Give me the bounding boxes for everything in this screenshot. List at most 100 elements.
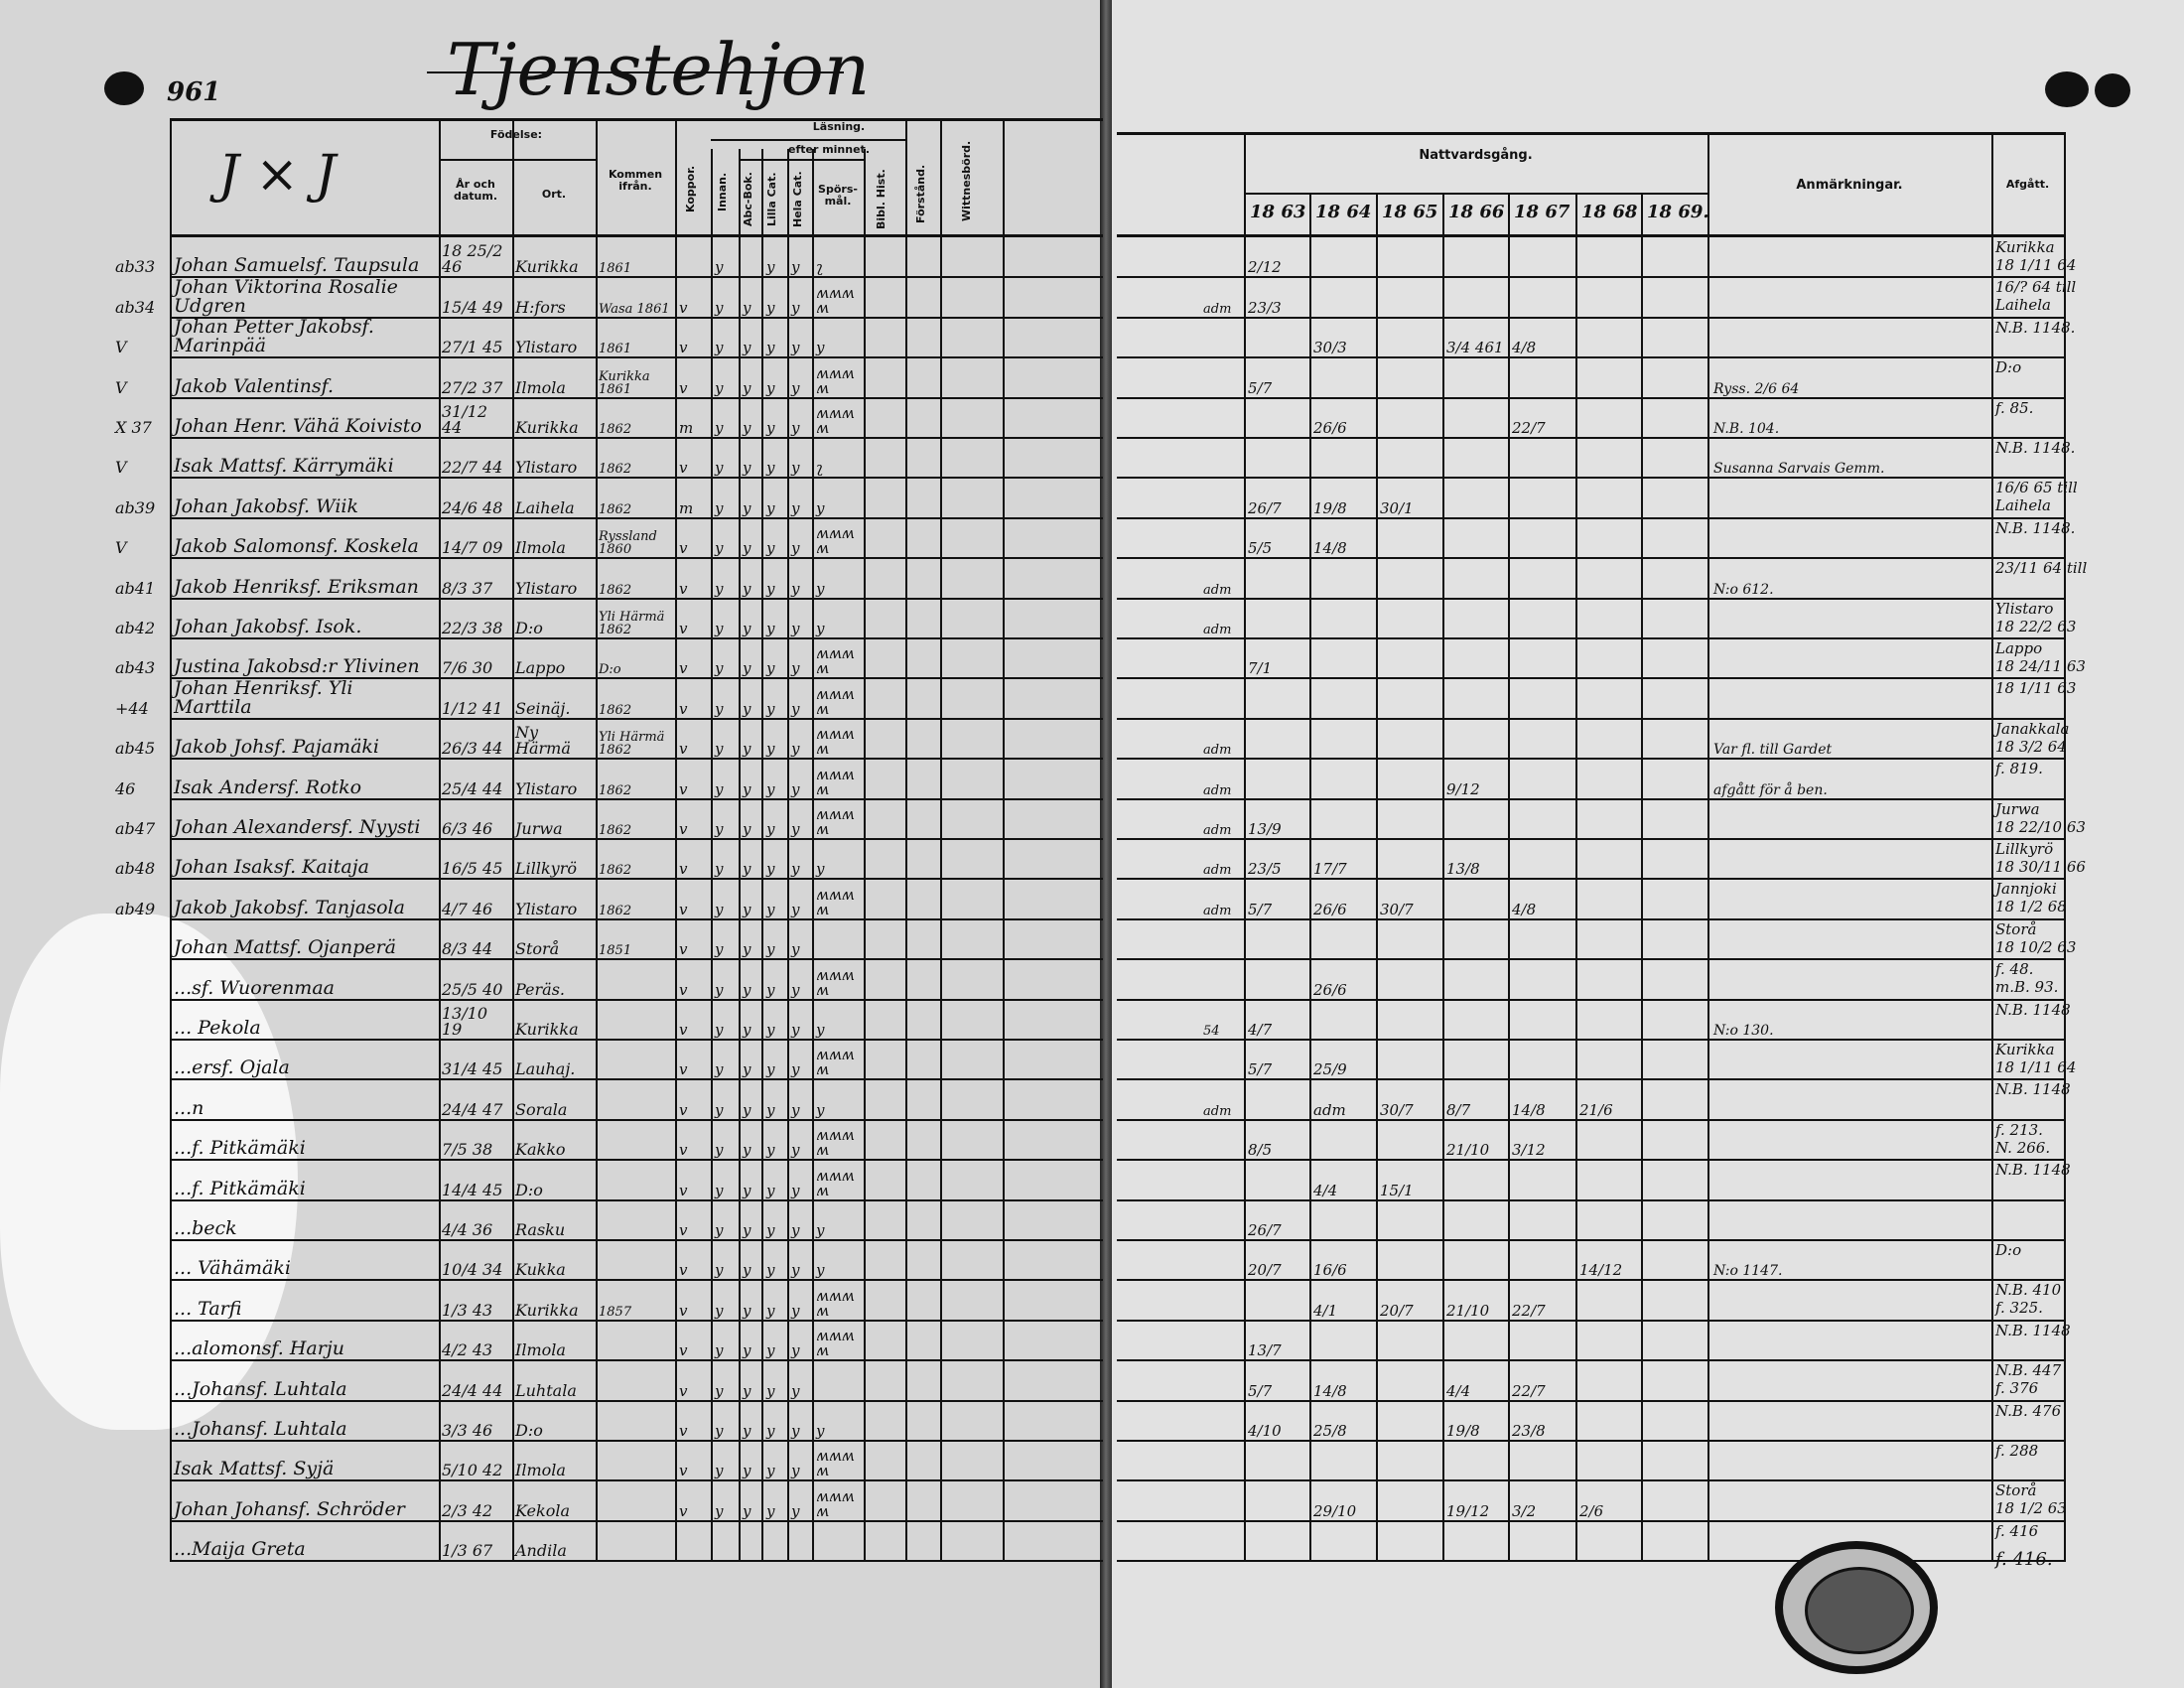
departed-line-2: 18 1/2 68 xyxy=(1995,898,2067,916)
communion-date xyxy=(1645,1002,1705,1038)
communion-date xyxy=(1446,801,1505,837)
reading-mark: y xyxy=(766,779,775,798)
row-rule xyxy=(1117,637,2065,639)
reading-mark: y xyxy=(766,819,775,838)
reading-mark: y xyxy=(743,1060,751,1079)
communion-date xyxy=(1313,239,1373,275)
communion-date xyxy=(1512,1242,1572,1278)
communion-date xyxy=(1380,560,1439,596)
reading-mark xyxy=(743,1523,764,1559)
row-rule xyxy=(170,1118,1103,1121)
reading-mark: y xyxy=(743,539,751,558)
row-rule xyxy=(170,396,1103,399)
communion-date: adm xyxy=(1313,1100,1346,1119)
departed-line-2: 18 1/11 64 xyxy=(1995,1058,2077,1076)
reading-mark: y xyxy=(766,418,775,437)
communion-date xyxy=(1380,440,1439,476)
birth-date: 22/7 44 xyxy=(442,458,503,478)
communion-date: 20/7 xyxy=(1248,1261,1282,1280)
reading-mark: v xyxy=(679,1220,688,1239)
communion-date xyxy=(1446,1002,1505,1038)
departed-line-1: f. 819. xyxy=(1995,760,2043,778)
communion-date xyxy=(1645,1162,1705,1197)
communion-date: 5/7 xyxy=(1248,378,1273,397)
reading-mark: y xyxy=(791,498,800,517)
communion-date xyxy=(1313,640,1373,676)
reading-mark: y xyxy=(715,258,724,277)
departed-line-2: f. 376 xyxy=(1995,1379,2039,1398)
communion-date xyxy=(1645,1323,1705,1358)
column-rule xyxy=(1991,132,1993,1563)
communion-date xyxy=(1645,640,1705,676)
came-from: Wasa 1861 xyxy=(599,301,670,317)
reading-mark: y xyxy=(816,1220,825,1239)
row-rule xyxy=(1117,677,2065,680)
reading-mark: y xyxy=(766,1462,775,1480)
communion-date xyxy=(1446,1443,1505,1478)
birth-date: 14/7 09 xyxy=(442,538,503,558)
margin-note xyxy=(1203,520,1241,556)
reading-mark: y xyxy=(743,339,751,357)
reading-mark: y xyxy=(766,900,775,918)
reading-mark: ʅ xyxy=(816,459,824,478)
reading-mark: ʍʍʍʍ xyxy=(816,1447,855,1480)
communion-date xyxy=(1248,761,1306,796)
reading-mark: v xyxy=(679,619,688,637)
communion-date xyxy=(1380,279,1439,315)
margin-note xyxy=(1203,1242,1241,1278)
communion-date xyxy=(1380,921,1439,957)
reading-mark: ʍʍʍʍ xyxy=(816,725,855,759)
reading-mark: y xyxy=(715,459,724,478)
row-rule xyxy=(1117,1039,2065,1041)
communion-date xyxy=(1380,1002,1439,1038)
communion-date xyxy=(1380,721,1439,757)
margin-note xyxy=(1203,1282,1241,1318)
communion-date xyxy=(1380,320,1439,355)
departed-line-2: 18 22/2 63 xyxy=(1995,617,2077,635)
reading-mark: y xyxy=(791,579,800,598)
remark xyxy=(1713,1042,1987,1077)
row-rule xyxy=(1117,1159,2065,1162)
birth-date: 1/3 67 xyxy=(442,1541,493,1561)
reading-mark: y xyxy=(715,900,724,918)
departed-line-1: f. 213. xyxy=(1995,1120,2043,1139)
margin-note xyxy=(115,1482,167,1518)
row-rule xyxy=(170,316,1103,319)
row-rule xyxy=(1117,1239,2065,1241)
communion-date xyxy=(1645,400,1705,436)
communion-date xyxy=(1512,1523,1572,1559)
birth-place: Ilmola xyxy=(515,377,566,397)
departed-line-1: 18 1/11 63 xyxy=(1995,679,2077,698)
row-rule xyxy=(1117,1440,2065,1442)
departed-line-2: N. 266. xyxy=(1995,1138,2051,1157)
margin-note xyxy=(1203,921,1241,957)
reading-mark: v xyxy=(679,740,688,759)
reading-mark: y xyxy=(791,779,800,798)
came-from: 1862 xyxy=(599,903,632,918)
communion-date xyxy=(1248,921,1306,957)
reading-mark: ʍʍʍʍ xyxy=(816,684,855,718)
departed-line-1: D:o xyxy=(1995,1241,2022,1259)
communion-date xyxy=(1512,961,1572,997)
reading-mark: y xyxy=(715,1261,724,1280)
communion-date xyxy=(1313,1443,1373,1478)
margin-note: adm xyxy=(1203,743,1232,759)
communion-date xyxy=(1579,1162,1638,1197)
communion-date xyxy=(1645,560,1705,596)
communion-date xyxy=(1512,1323,1572,1358)
departed-line-1: Lillkyrö xyxy=(1995,840,2054,858)
remark xyxy=(1713,1323,1987,1358)
row-rule xyxy=(170,1560,1103,1563)
reading-mark: y xyxy=(743,1181,751,1199)
departed-line-1: Storå xyxy=(1995,1481,2037,1500)
reading-mark: y xyxy=(791,980,800,999)
row-rule xyxy=(1117,717,2065,720)
reading-mark: v xyxy=(679,819,688,838)
reading-mark: y xyxy=(791,740,800,759)
communion-date xyxy=(1446,680,1505,716)
row-rule xyxy=(1117,437,2065,439)
communion-date xyxy=(1512,1002,1572,1038)
column-rule xyxy=(1442,193,1444,1563)
communion-date: 22/7 xyxy=(1512,1301,1546,1320)
row-rule xyxy=(1117,797,2065,800)
